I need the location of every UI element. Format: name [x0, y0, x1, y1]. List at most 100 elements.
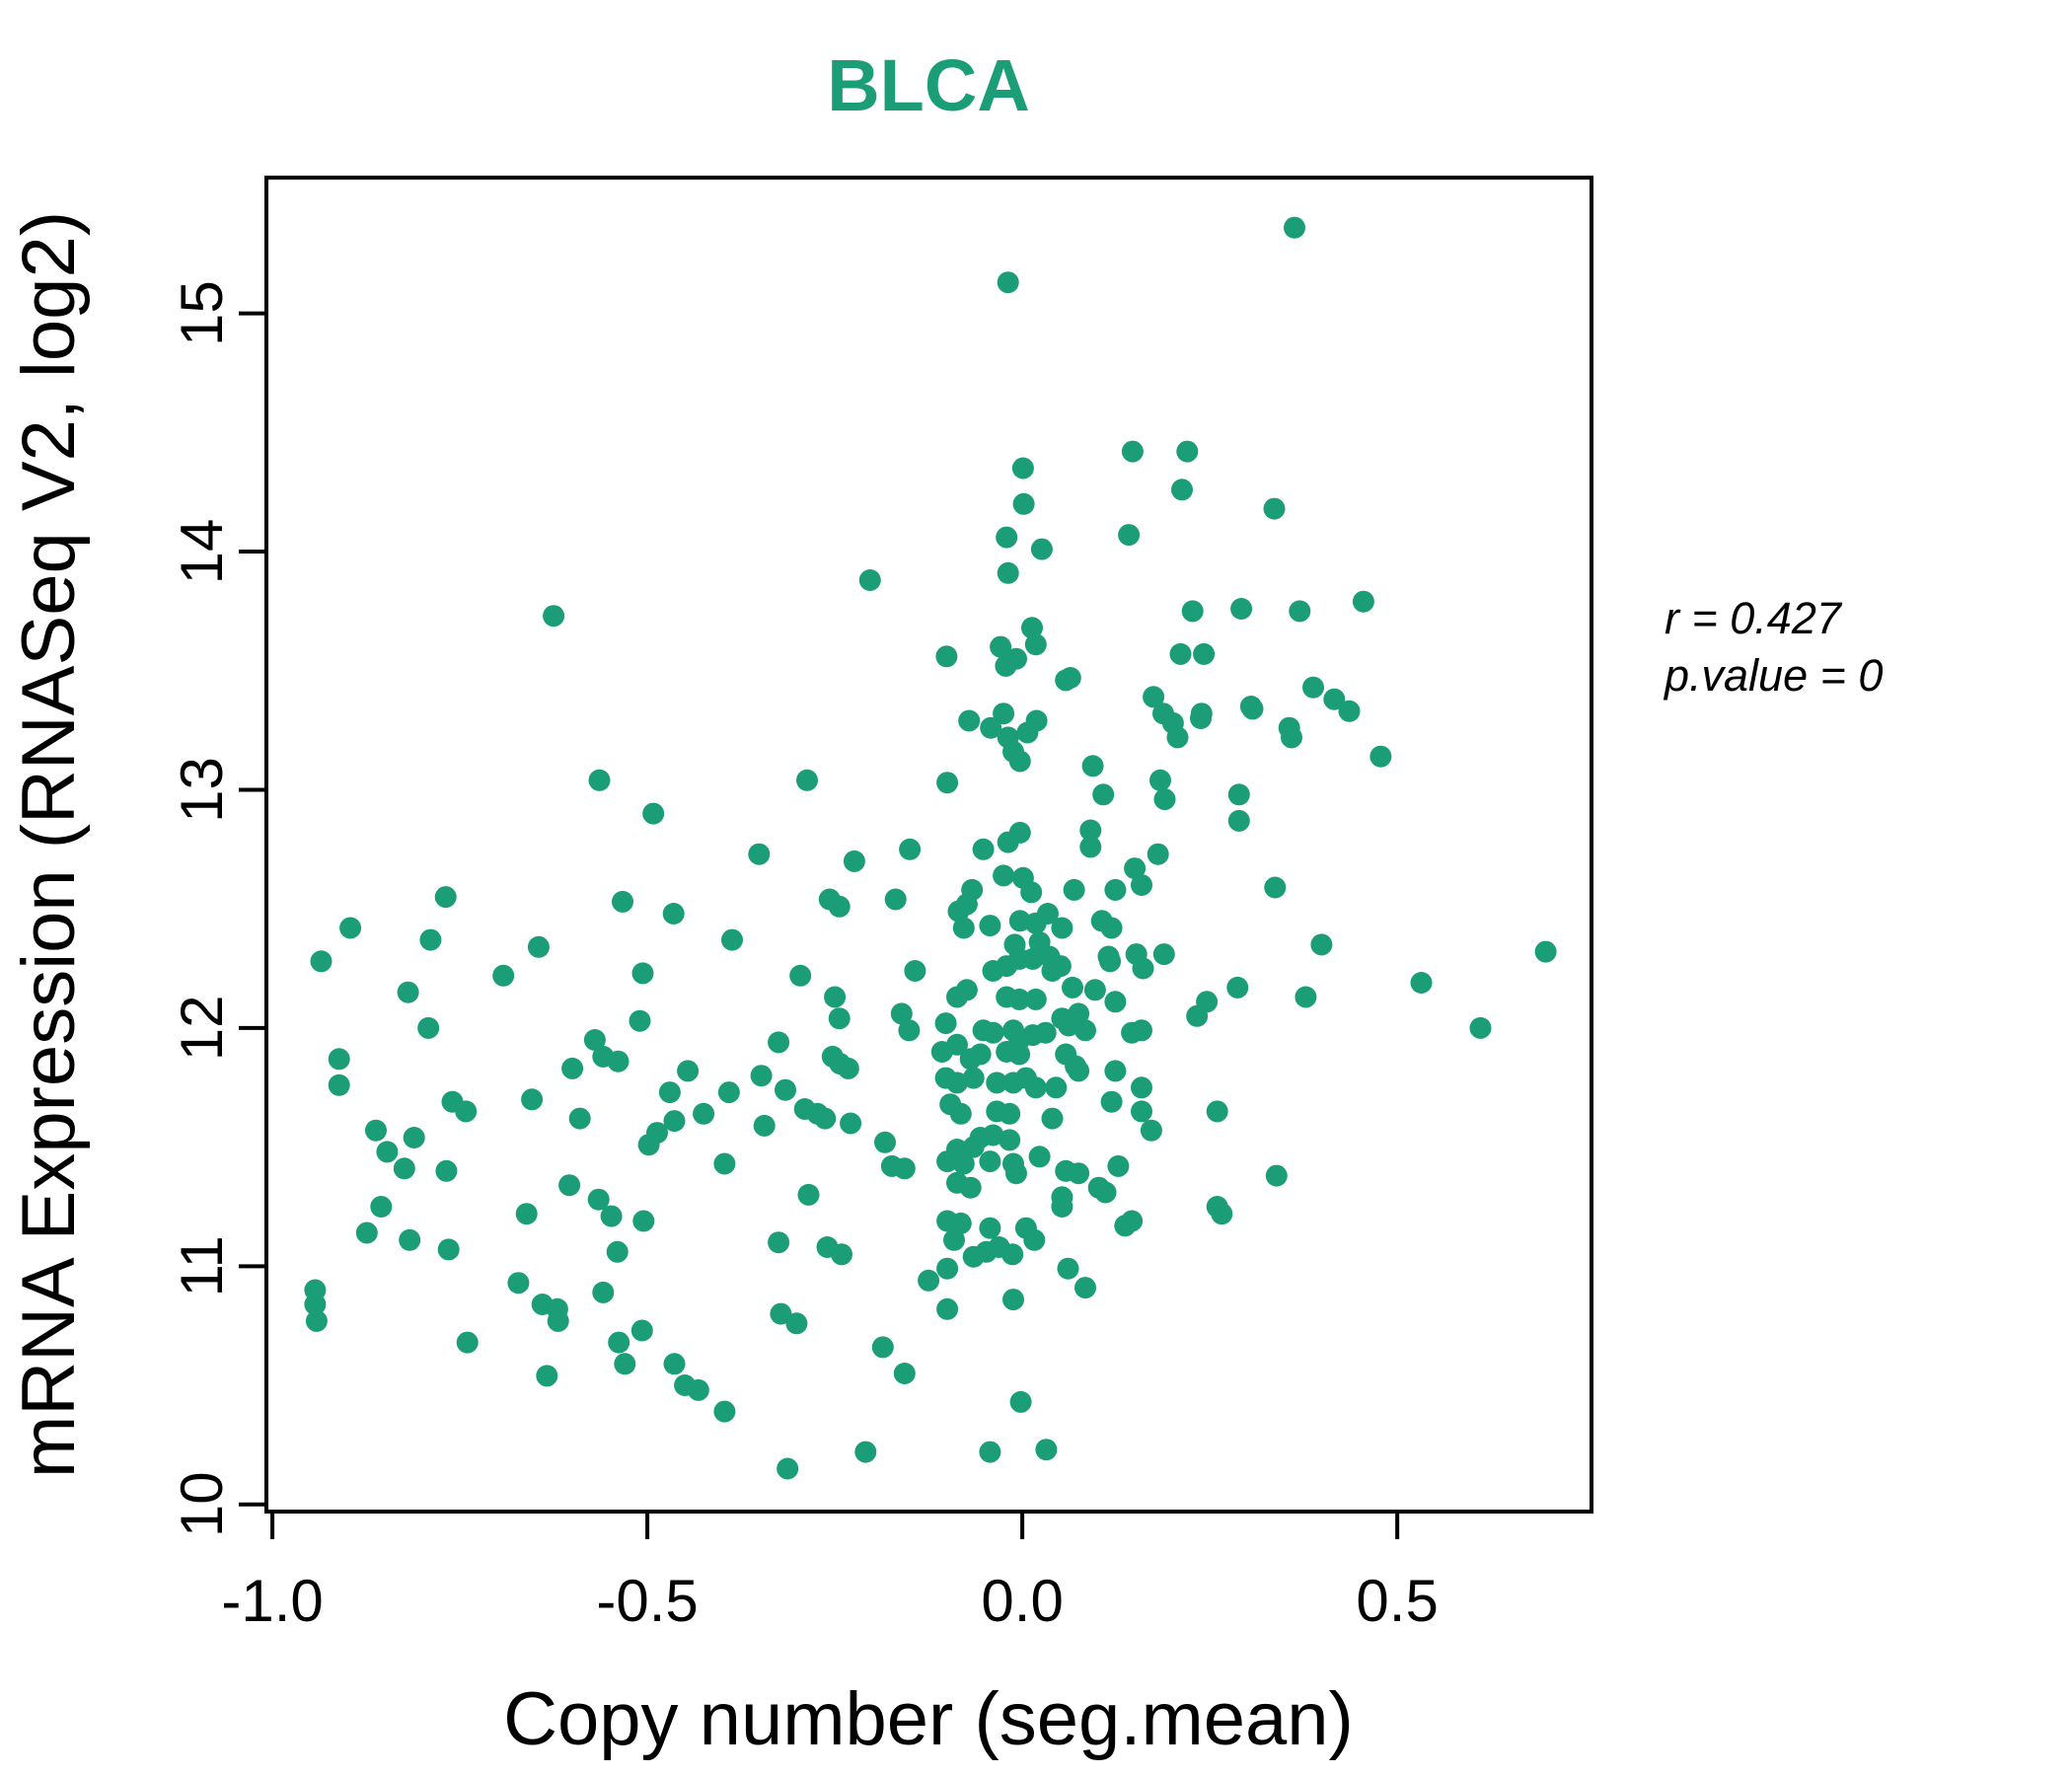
data-point	[1227, 783, 1250, 806]
data-point	[946, 986, 968, 1008]
data-point	[607, 1050, 629, 1073]
data-point	[1186, 1004, 1209, 1027]
data-point	[1024, 1076, 1047, 1099]
data-point	[996, 526, 1018, 549]
data-point	[993, 703, 1015, 725]
data-point	[600, 1205, 623, 1227]
data-point	[1153, 788, 1176, 811]
data-point	[592, 1281, 615, 1303]
data-point	[721, 928, 743, 951]
data-point	[770, 1302, 792, 1325]
data-point	[328, 1073, 350, 1096]
data-point	[980, 716, 1002, 739]
data-point	[982, 1021, 1004, 1044]
data-point	[1264, 876, 1287, 899]
annotation-correlation-r: r = 0.427	[1665, 593, 1843, 643]
data-point	[434, 886, 457, 909]
data-point	[614, 1353, 636, 1375]
data-point	[1230, 598, 1253, 620]
data-point	[753, 1114, 776, 1137]
data-point	[1310, 933, 1333, 956]
data-point	[1051, 1196, 1073, 1218]
data-point	[507, 1272, 530, 1295]
data-point	[1008, 821, 1031, 844]
data-point	[693, 1102, 715, 1125]
data-point	[768, 1031, 790, 1054]
data-point	[1147, 843, 1169, 865]
data-point	[632, 1210, 655, 1232]
data-point	[713, 1152, 736, 1175]
y-tick-label: 10	[169, 1471, 235, 1537]
data-point	[608, 1331, 630, 1354]
x-tick-label: 0.0	[981, 1568, 1063, 1634]
data-point	[1030, 538, 1053, 560]
data-point	[949, 1102, 972, 1125]
data-point	[1131, 1076, 1152, 1099]
data-point	[1012, 492, 1035, 515]
data-point	[1124, 857, 1147, 880]
data-point	[936, 772, 959, 794]
data-point	[1143, 686, 1165, 708]
data-point	[588, 769, 611, 791]
data-point	[1107, 1154, 1130, 1177]
data-point	[1206, 1196, 1228, 1218]
data-point	[1074, 1277, 1096, 1299]
data-point	[899, 838, 922, 860]
data-point	[1121, 440, 1144, 463]
data-point	[662, 903, 685, 925]
data-point	[663, 1110, 686, 1133]
data-point	[397, 981, 419, 1003]
data-point	[1104, 878, 1127, 901]
data-point	[789, 964, 812, 987]
data-point	[796, 769, 818, 791]
data-point	[536, 1365, 558, 1387]
data-point	[1131, 1100, 1152, 1123]
data-point	[1021, 947, 1044, 970]
data-point	[558, 1174, 581, 1197]
data-point	[874, 1131, 896, 1153]
data-point	[1024, 633, 1047, 656]
data-point	[1041, 1107, 1064, 1130]
data-point	[310, 950, 333, 973]
data-point	[1295, 986, 1317, 1008]
data-point	[1045, 1076, 1068, 1099]
data-point	[943, 1228, 965, 1251]
data-point	[871, 1336, 894, 1359]
data-point	[1206, 1100, 1228, 1123]
data-point	[936, 1297, 959, 1320]
data-point	[986, 1072, 1008, 1094]
data-point	[1008, 1043, 1031, 1066]
y-tick-label: 11	[169, 1235, 235, 1296]
data-point	[999, 1102, 1021, 1125]
data-point	[797, 1183, 820, 1206]
data-point	[843, 850, 865, 872]
data-point	[1338, 700, 1361, 722]
data-point	[958, 709, 981, 732]
data-point	[663, 1353, 686, 1375]
data-point	[370, 1196, 393, 1218]
data-point	[717, 1081, 740, 1104]
data-point	[1081, 755, 1104, 777]
data-point	[1100, 917, 1123, 939]
data-point	[828, 1007, 851, 1030]
data-point	[658, 1081, 681, 1104]
data-point	[979, 915, 1001, 937]
x-axis-ticks: -1.0 -0.5 0.0 0.5	[221, 1512, 1439, 1634]
data-point	[1132, 957, 1154, 980]
data-point	[1131, 874, 1152, 896]
y-tick-label: 13	[169, 757, 235, 823]
data-point	[403, 1127, 425, 1148]
data-point	[1323, 688, 1346, 710]
data-point	[1011, 457, 1034, 480]
x-tick-label: -0.5	[596, 1568, 698, 1634]
y-axis-label: mRNA Expression (RNASeq V2, log2)	[7, 211, 91, 1478]
data-point	[630, 1319, 653, 1342]
data-point	[1009, 1390, 1032, 1413]
data-point	[1055, 669, 1077, 692]
data-point	[969, 1043, 992, 1066]
data-point	[946, 1072, 968, 1094]
data-point	[997, 561, 1019, 584]
data-point	[1001, 1243, 1024, 1266]
data-point	[1023, 1228, 1046, 1251]
